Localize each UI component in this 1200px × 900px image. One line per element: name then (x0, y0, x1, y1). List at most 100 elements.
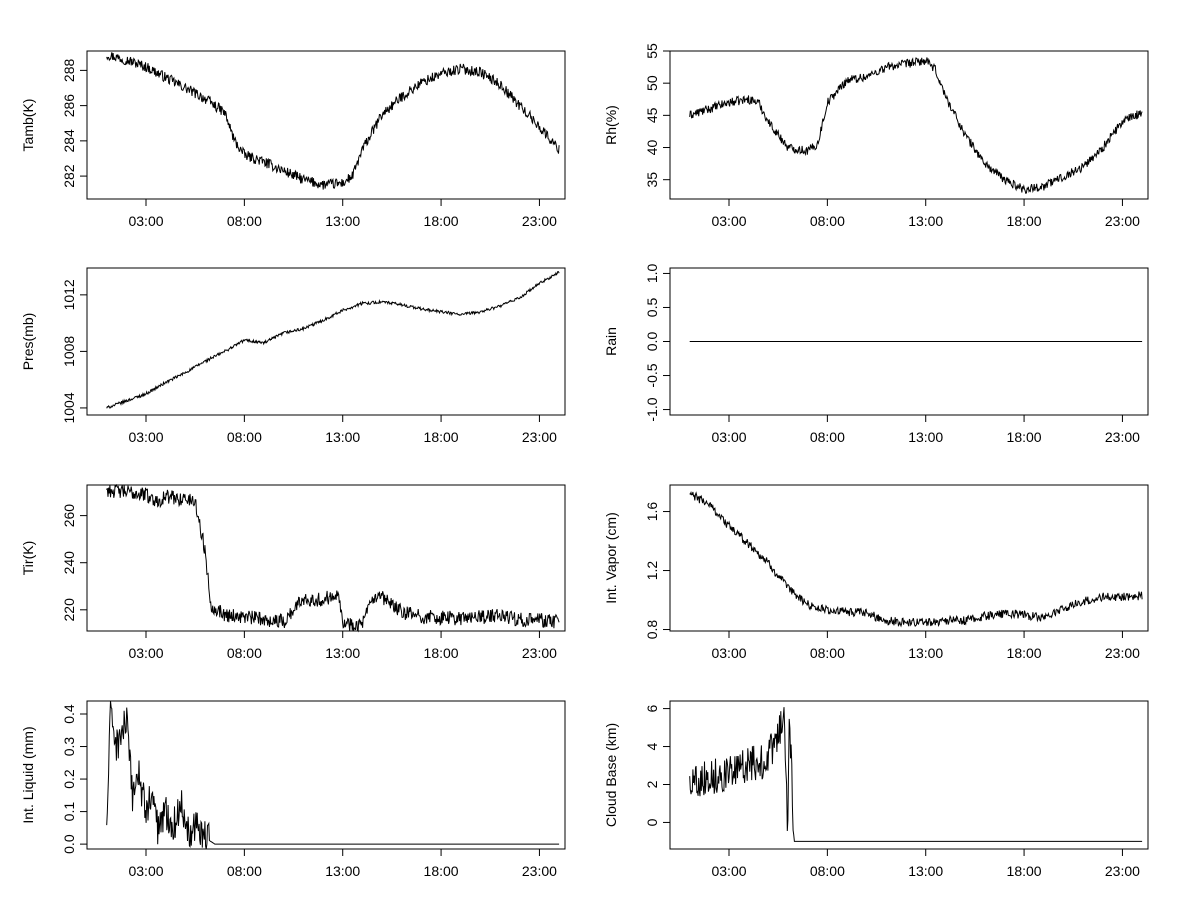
y-tick-label: 0.5 (644, 298, 660, 318)
y-tick-label: 0.0 (61, 834, 77, 854)
x-tick-label: 23:00 (522, 645, 557, 661)
x-tick-label: 03:00 (128, 213, 163, 229)
y-tick-label: 45 (644, 107, 660, 123)
x-tick-label: 18:00 (424, 645, 459, 661)
x-tick-label: 03:00 (128, 429, 163, 445)
y-tick-label: 0.3 (61, 737, 77, 757)
y-tick-label: 2 (644, 780, 660, 788)
x-tick-label: 13:00 (908, 863, 943, 879)
series-line (106, 271, 560, 409)
panel-7: 03:00 08:00 13:00 18:00 23:00 0.0 0.1 0.2 0.3 0.4… (20, 700, 566, 879)
y-axis-label: Rh(%) (603, 105, 619, 145)
y-tick-label: 50 (644, 75, 660, 91)
x-tick-label: 18:00 (1007, 213, 1042, 229)
y-tick-label: 1004 (61, 392, 77, 423)
x-tick-label: 03:00 (711, 863, 746, 879)
x-tick-label: 23:00 (522, 429, 557, 445)
y-tick-label: 1.6 (644, 502, 660, 522)
panel-1: 03:00 08:00 13:00 18:00 23:00 282 284 286 288 Tam… (20, 50, 566, 229)
x-tick-label: 08:00 (227, 213, 262, 229)
x-tick-label: 18:00 (424, 429, 459, 445)
plot-frame (669, 484, 1149, 632)
x-tick-label: 18:00 (424, 863, 459, 879)
panel-6: 03:00 08:00 13:00 18:00 23:00 0.8 1.2 1.6 Int. V… (603, 484, 1149, 661)
y-tick-label: 1008 (61, 336, 77, 367)
y-tick-label: 55 (644, 43, 660, 59)
panel-5: 03:00 08:00 13:00 18:00 23:00 220 240 260 Tir(K) (20, 483, 566, 661)
series-line (106, 52, 560, 190)
y-axis-label: Tir(K) (20, 541, 36, 575)
x-tick-label: 23:00 (522, 213, 557, 229)
y-axis-label: Int. Liquid (mm) (20, 726, 36, 823)
x-tick-label: 03:00 (128, 645, 163, 661)
x-tick-label: 23:00 (1105, 863, 1140, 879)
y-axis-label: Rain (603, 327, 619, 356)
y-tick-label: 288 (61, 58, 77, 82)
plot-frame (86, 484, 566, 632)
x-tick-label: 08:00 (227, 645, 262, 661)
y-tick-label: 40 (644, 140, 660, 156)
x-tick-label: 13:00 (325, 429, 360, 445)
x-tick-label: 23:00 (522, 863, 557, 879)
x-tick-label: 13:00 (908, 645, 943, 661)
x-tick-label: 08:00 (227, 429, 262, 445)
y-tick-label: 0.8 (644, 620, 660, 640)
x-tick-label: 23:00 (1105, 213, 1140, 229)
x-tick-label: 13:00 (908, 429, 943, 445)
x-tick-label: 18:00 (424, 213, 459, 229)
y-axis-label: Int. Vapor (cm) (603, 512, 619, 604)
y-tick-label: 4 (644, 742, 660, 750)
panel-8: 03:00 08:00 13:00 18:00 23:00 0 2 4 6 Cloud Base … (603, 700, 1149, 879)
plot-frame (86, 267, 566, 416)
y-axis-label: Pres(mb) (20, 313, 36, 371)
y-tick-label: 1.0 (644, 264, 660, 284)
x-tick-label: 03:00 (711, 429, 746, 445)
plot-frame (86, 700, 566, 850)
plot-frame (86, 50, 566, 200)
y-axis-label: Cloud Base (km) (603, 723, 619, 827)
y-tick-label: 1012 (61, 279, 77, 310)
x-tick-label: 13:00 (325, 213, 360, 229)
x-tick-label: 23:00 (1105, 429, 1140, 445)
y-tick-label: 240 (61, 551, 77, 575)
x-tick-label: 08:00 (810, 863, 845, 879)
x-tick-label: 08:00 (810, 645, 845, 661)
y-tick-label: 0.0 (644, 332, 660, 352)
plot-frame (669, 50, 1149, 200)
x-tick-label: 08:00 (227, 863, 262, 879)
y-tick-label: 0 (644, 818, 660, 826)
y-tick-label: 35 (644, 172, 660, 188)
series-line (689, 57, 1143, 195)
x-tick-label: 08:00 (810, 213, 845, 229)
panel-4: 03:00 08:00 13:00 18:00 23:00 -1.0 -0.5 0.0 0.5 1… (603, 264, 1149, 445)
y-tick-label: 260 (61, 504, 77, 528)
y-tick-label: 220 (61, 598, 77, 622)
series-line (689, 491, 1143, 628)
x-tick-label: 08:00 (810, 429, 845, 445)
panel-2: 03:00 08:00 13:00 18:00 23:00 35 40 45 50 55 Rh(%) (603, 43, 1149, 229)
x-tick-label: 13:00 (908, 213, 943, 229)
y-tick-label: 284 (61, 129, 77, 153)
x-tick-label: 03:00 (711, 645, 746, 661)
x-tick-label: 13:00 (325, 645, 360, 661)
y-tick-label: 0.1 (61, 802, 77, 822)
y-tick-label: -0.5 (644, 363, 660, 387)
x-tick-label: 23:00 (1105, 645, 1140, 661)
y-tick-label: 282 (61, 164, 77, 188)
x-tick-label: 18:00 (1007, 863, 1042, 879)
y-tick-label: -1.0 (644, 397, 660, 421)
x-tick-label: 03:00 (128, 863, 163, 879)
y-tick-label: 286 (61, 94, 77, 118)
y-tick-label: 0.2 (61, 769, 77, 789)
x-tick-label: 18:00 (1007, 645, 1042, 661)
panel-3: 03:00 08:00 13:00 18:00 23:00 1004 1008 1012 Pre… (20, 267, 566, 445)
y-axis-label: Tamb(K) (20, 99, 36, 152)
series-line (106, 700, 560, 850)
y-tick-label: 0.4 (61, 704, 77, 724)
x-tick-label: 18:00 (1007, 429, 1042, 445)
y-tick-label: 6 (644, 704, 660, 712)
y-tick-label: 1.2 (644, 561, 660, 581)
series-line (106, 483, 560, 633)
series-line (689, 707, 1143, 842)
